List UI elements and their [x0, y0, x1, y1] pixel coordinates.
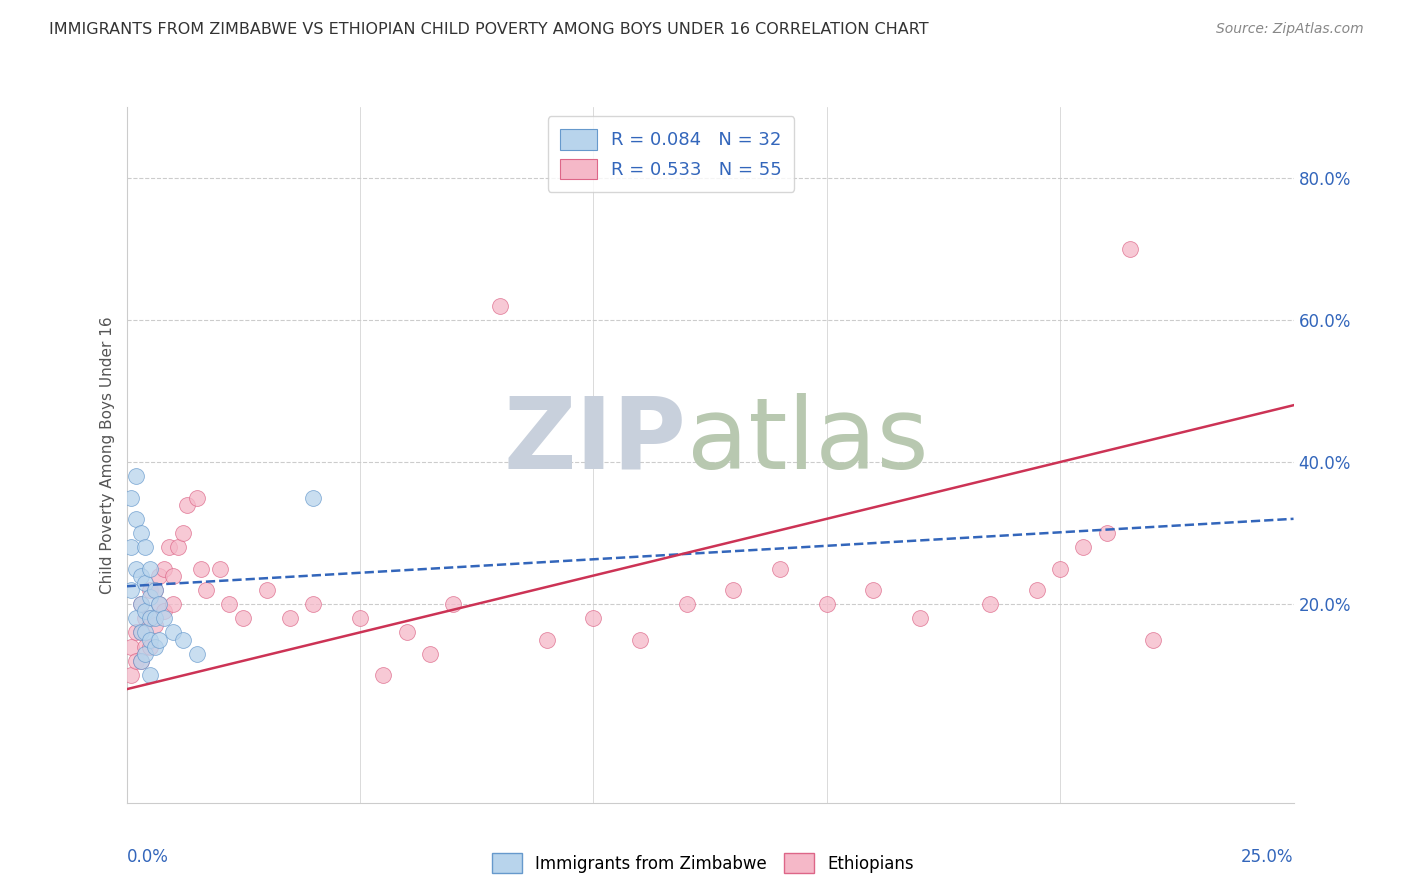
- Point: [218, 597, 240, 611]
- Point: [1095, 526, 1118, 541]
- Point: [302, 597, 325, 611]
- Point: [194, 582, 217, 597]
- Point: [908, 611, 931, 625]
- Text: ZIP: ZIP: [503, 392, 686, 490]
- Point: [134, 640, 156, 654]
- Point: [148, 597, 170, 611]
- Point: [162, 568, 184, 582]
- Point: [139, 582, 162, 597]
- Point: [139, 611, 162, 625]
- Point: [120, 582, 142, 597]
- Point: [153, 604, 176, 618]
- Y-axis label: Child Poverty Among Boys Under 16: Child Poverty Among Boys Under 16: [100, 316, 115, 594]
- Text: IMMIGRANTS FROM ZIMBABWE VS ETHIOPIAN CHILD POVERTY AMONG BOYS UNDER 16 CORRELAT: IMMIGRANTS FROM ZIMBABWE VS ETHIOPIAN CH…: [49, 22, 929, 37]
- Point: [190, 561, 212, 575]
- Point: [143, 582, 166, 597]
- Point: [134, 575, 156, 590]
- Point: [134, 604, 156, 618]
- Point: [186, 491, 208, 505]
- Point: [441, 597, 464, 611]
- Point: [129, 654, 152, 668]
- Point: [139, 632, 162, 647]
- Point: [349, 611, 371, 625]
- Text: Source: ZipAtlas.com: Source: ZipAtlas.com: [1216, 22, 1364, 37]
- Point: [232, 611, 254, 625]
- Point: [419, 647, 441, 661]
- Point: [979, 597, 1001, 611]
- Point: [129, 625, 152, 640]
- Point: [120, 668, 142, 682]
- Point: [162, 597, 184, 611]
- Point: [256, 582, 278, 597]
- Point: [120, 491, 142, 505]
- Text: 25.0%: 25.0%: [1241, 848, 1294, 866]
- Point: [134, 625, 156, 640]
- Point: [675, 597, 697, 611]
- Point: [862, 582, 884, 597]
- Point: [186, 647, 208, 661]
- Point: [143, 618, 166, 632]
- Point: [129, 597, 152, 611]
- Point: [167, 540, 190, 554]
- Point: [172, 526, 194, 541]
- Point: [129, 654, 152, 668]
- Legend: Immigrants from Zimbabwe, Ethiopians: Immigrants from Zimbabwe, Ethiopians: [485, 847, 921, 880]
- Text: atlas: atlas: [686, 392, 928, 490]
- Point: [153, 611, 176, 625]
- Point: [143, 611, 166, 625]
- Point: [134, 647, 156, 661]
- Point: [1025, 582, 1047, 597]
- Point: [148, 568, 170, 582]
- Point: [1049, 561, 1071, 575]
- Point: [723, 582, 745, 597]
- Point: [125, 654, 148, 668]
- Point: [129, 625, 152, 640]
- Point: [134, 611, 156, 625]
- Point: [373, 668, 395, 682]
- Point: [278, 611, 301, 625]
- Point: [302, 491, 325, 505]
- Legend: R = 0.084   N = 32, R = 0.533   N = 55: R = 0.084 N = 32, R = 0.533 N = 55: [548, 116, 794, 192]
- Point: [815, 597, 838, 611]
- Point: [125, 625, 148, 640]
- Point: [139, 640, 162, 654]
- Point: [139, 561, 162, 575]
- Point: [125, 512, 148, 526]
- Point: [1142, 632, 1164, 647]
- Point: [129, 568, 152, 582]
- Point: [125, 611, 148, 625]
- Point: [129, 526, 152, 541]
- Point: [157, 540, 180, 554]
- Point: [153, 561, 176, 575]
- Point: [125, 561, 148, 575]
- Point: [395, 625, 418, 640]
- Point: [143, 582, 166, 597]
- Point: [129, 597, 152, 611]
- Point: [143, 640, 166, 654]
- Point: [162, 625, 184, 640]
- Point: [120, 540, 142, 554]
- Point: [769, 561, 792, 575]
- Text: 0.0%: 0.0%: [127, 848, 169, 866]
- Point: [176, 498, 198, 512]
- Point: [148, 632, 170, 647]
- Point: [628, 632, 651, 647]
- Point: [489, 299, 512, 313]
- Point: [125, 469, 148, 483]
- Point: [582, 611, 605, 625]
- Point: [172, 632, 194, 647]
- Point: [148, 597, 170, 611]
- Point: [120, 640, 142, 654]
- Point: [1119, 242, 1142, 256]
- Point: [139, 668, 162, 682]
- Point: [208, 561, 231, 575]
- Point: [139, 590, 162, 604]
- Point: [1073, 540, 1095, 554]
- Point: [139, 611, 162, 625]
- Point: [134, 540, 156, 554]
- Point: [536, 632, 558, 647]
